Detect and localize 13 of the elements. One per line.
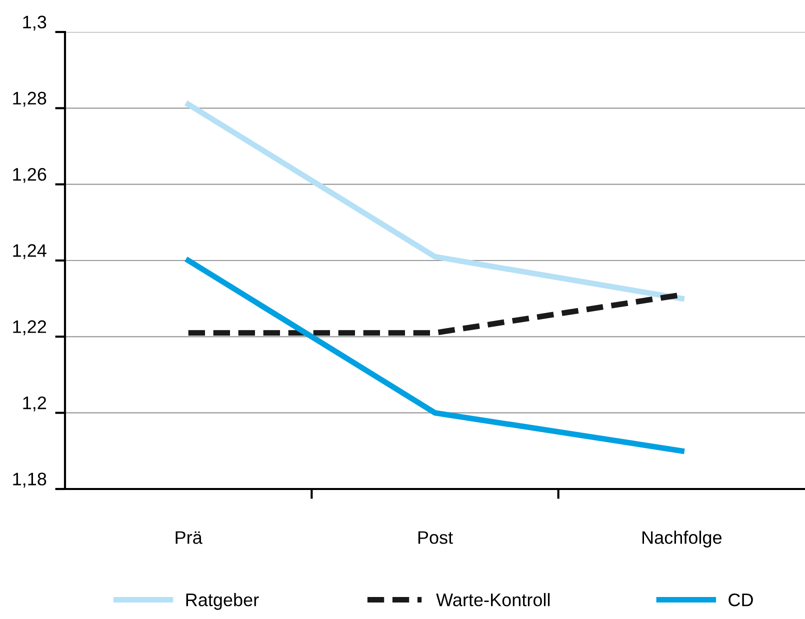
legend-label: Warte-Kontroll bbox=[436, 593, 550, 606]
y-tick-label: 1,2 bbox=[23, 396, 46, 412]
y-tick-label: 1,18 bbox=[13, 472, 46, 488]
y-tick-label: 1,22 bbox=[13, 320, 46, 336]
y-tick-label: 1,28 bbox=[13, 92, 46, 107]
x-tick-label: Prä bbox=[176, 531, 202, 544]
x-tick-label: Nachfolge bbox=[642, 530, 722, 548]
legend-label: Ratgeber bbox=[186, 593, 259, 610]
y-tick-label: 1,24 bbox=[13, 244, 46, 260]
y-tick-label: 1,3 bbox=[23, 16, 46, 31]
x-tick-label: Post bbox=[418, 531, 453, 544]
legend-label: CD bbox=[728, 593, 753, 606]
y-tick-label: 1,26 bbox=[13, 168, 46, 183]
